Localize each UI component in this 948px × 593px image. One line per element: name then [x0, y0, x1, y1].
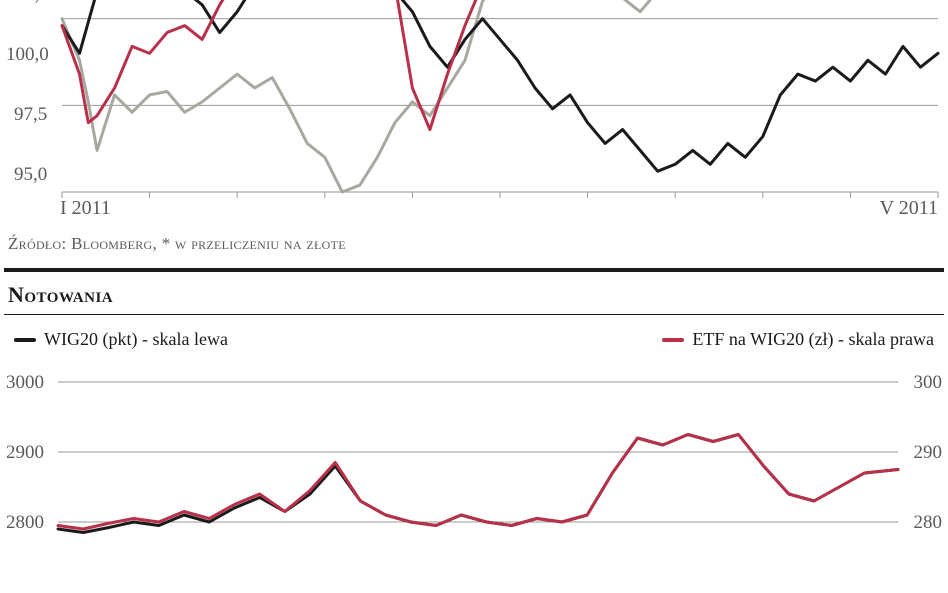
top-chart: 102,5 100,0 97,5 95,0 I 2011 V 2011: [0, 0, 948, 228]
yl-2900: 2900: [6, 442, 44, 464]
source-text: Źródło: Bloomberg, * w przeliczeniu na z…: [0, 228, 948, 268]
legend-swatch-etf: [662, 338, 684, 342]
top-chart-svg: [0, 0, 948, 228]
legend-item-wig20: WIG20 (pkt) - skala lewa: [14, 329, 228, 350]
yr-280: 280: [914, 512, 943, 534]
yr-290: 290: [914, 442, 943, 464]
bottom-chart-svg: [0, 360, 948, 540]
yl-3000: 3000: [6, 372, 44, 394]
section-title: Notowania: [0, 272, 948, 314]
yl-2800: 2800: [6, 512, 44, 534]
ytick-97-5: 97,5: [14, 104, 47, 126]
section-rule-thin: [4, 314, 944, 315]
bottom-chart: 3000 2900 2800 300 290 280: [0, 360, 948, 540]
x-label-right: V 2011: [880, 197, 938, 220]
yr-300: 300: [914, 372, 943, 394]
ytick-100-0: 100,0: [6, 44, 49, 66]
x-label-left: I 2011: [60, 197, 111, 220]
legend-item-etf: ETF na WIG20 (zł) - skala prawa: [662, 329, 934, 350]
chart2-legend: WIG20 (pkt) - skala lewa ETF na WIG20 (z…: [0, 325, 948, 360]
legend-label-wig20: WIG20 (pkt) - skala lewa: [44, 329, 228, 350]
ytick-102-5: 102,5: [6, 0, 49, 6]
legend-swatch-wig20: [14, 338, 36, 342]
ytick-95-0: 95,0: [14, 164, 47, 186]
legend-label-etf: ETF na WIG20 (zł) - skala prawa: [692, 329, 934, 350]
